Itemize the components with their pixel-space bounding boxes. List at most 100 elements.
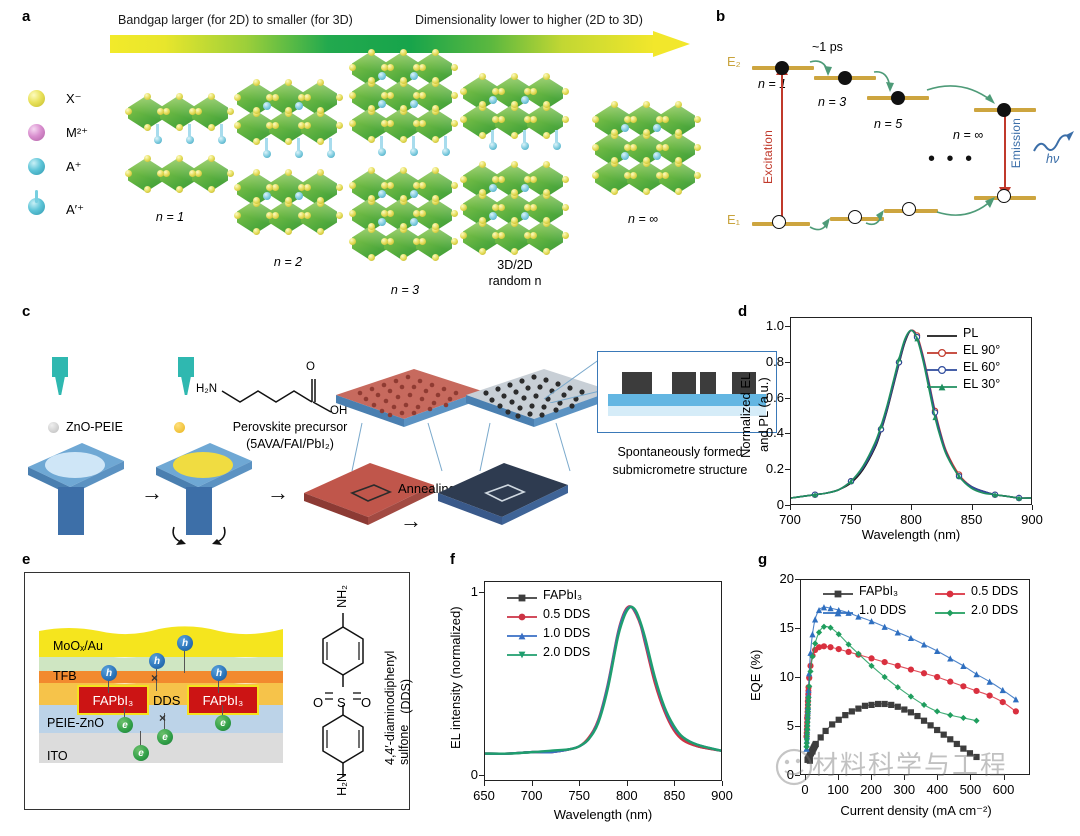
x-anion	[272, 122, 279, 129]
process-arrow-2: →	[267, 480, 289, 505]
x-anion	[432, 77, 439, 84]
x-anion	[479, 189, 486, 196]
x-anion	[317, 107, 324, 114]
data-point	[827, 605, 834, 612]
x-anion	[400, 195, 407, 202]
legend-label-a: A⁺	[66, 159, 82, 174]
x-anion	[432, 195, 439, 202]
x-tick	[1032, 505, 1033, 510]
data-point	[940, 731, 947, 738]
annealed-film-substrate	[438, 463, 568, 525]
panel-g-xlabel: Current density (mA cm⁻²)	[840, 803, 992, 818]
x-anion	[387, 120, 394, 127]
electron-arrow-3	[164, 713, 166, 731]
x-anion	[530, 116, 537, 123]
y-tick	[795, 726, 800, 727]
x-anion	[413, 210, 420, 217]
x-anion	[419, 92, 426, 99]
legend-label-m: M²⁺	[66, 125, 89, 140]
a-cation	[521, 212, 529, 220]
x-anion	[530, 232, 537, 239]
state-label-ninf: n = ∞	[953, 128, 984, 142]
x-anion	[624, 144, 631, 151]
spacer-tail	[188, 124, 191, 138]
data-point	[803, 733, 810, 740]
legend-label: 1.0 DDS	[543, 626, 591, 640]
x-tick	[626, 781, 628, 786]
legend-label: 2.0 DDS	[971, 603, 1019, 617]
process-arrow-3: →	[400, 508, 422, 533]
x-anion	[387, 210, 394, 217]
x-anion	[562, 116, 569, 123]
data-point	[973, 717, 980, 724]
x-anion	[304, 184, 311, 191]
x-anion	[413, 182, 420, 189]
x-anion	[511, 101, 518, 108]
x-anion	[227, 170, 234, 177]
x-anion	[234, 184, 241, 191]
x-anion	[336, 122, 343, 129]
data-point	[835, 646, 842, 653]
x-anion	[381, 210, 388, 217]
y-tick-label: 1	[470, 584, 478, 599]
x-anion	[419, 64, 426, 71]
photon-label: hν	[1046, 152, 1060, 166]
photon-wave-icon	[1033, 131, 1074, 152]
x-anion	[227, 108, 234, 115]
data-point	[809, 631, 816, 638]
y-tick	[795, 775, 800, 776]
x-anion	[413, 64, 420, 71]
x-anion	[643, 101, 650, 108]
step1-label: ZnO-PEIE	[66, 420, 123, 434]
x-anion	[400, 105, 407, 112]
x-anion	[317, 79, 324, 86]
a-cation	[410, 218, 418, 226]
x-anion	[492, 204, 499, 211]
data-point	[817, 734, 824, 741]
spacer-tail	[444, 136, 447, 150]
data-point	[868, 701, 875, 708]
x-anion	[400, 49, 407, 56]
data-point	[822, 727, 829, 735]
x-anion	[381, 64, 388, 71]
y-tick	[795, 628, 800, 629]
purple-sphere-icon	[28, 124, 45, 141]
x-anion	[492, 232, 499, 239]
film-morphology-annealed	[466, 369, 612, 427]
structure-random-caption-line1: 3D/2D	[497, 258, 533, 272]
y-tick-label: 0.6	[765, 389, 784, 405]
pipette-body-1	[52, 357, 68, 377]
legend-label: FAPbI₃	[859, 584, 899, 598]
pipette-icon-2	[178, 357, 194, 395]
legend-label: 2.0 DDS	[543, 645, 591, 659]
data-point	[1012, 696, 1019, 703]
data-point	[888, 701, 895, 708]
legend-swatch	[823, 609, 853, 617]
data-point	[807, 668, 814, 675]
data-point	[804, 722, 811, 729]
x-anion	[675, 129, 682, 136]
data-point	[855, 705, 862, 712]
legend-swatch	[507, 651, 537, 659]
data-point	[973, 753, 980, 761]
x-anion	[195, 108, 202, 115]
x-anion	[524, 204, 531, 211]
spacer-head	[553, 142, 561, 150]
data-point	[973, 687, 980, 695]
x-tick	[1003, 775, 1005, 780]
x-anion	[317, 169, 324, 176]
panel-d-plot-frame	[790, 317, 1032, 505]
y-tick-label: 5	[786, 718, 794, 733]
x-anion	[543, 73, 550, 80]
x-anion	[272, 94, 279, 101]
dds-label: DDS	[153, 693, 181, 708]
x-anion	[368, 223, 375, 230]
layer-label-ito: ITO	[47, 749, 68, 763]
a-prime-spacer	[489, 130, 497, 152]
x-anion	[451, 64, 458, 71]
hole-carrier-2: h	[149, 653, 165, 669]
data-point	[966, 750, 974, 757]
state-label-n1: n = 1	[758, 77, 787, 91]
x-anion	[451, 182, 458, 189]
x-anion	[266, 212, 273, 219]
